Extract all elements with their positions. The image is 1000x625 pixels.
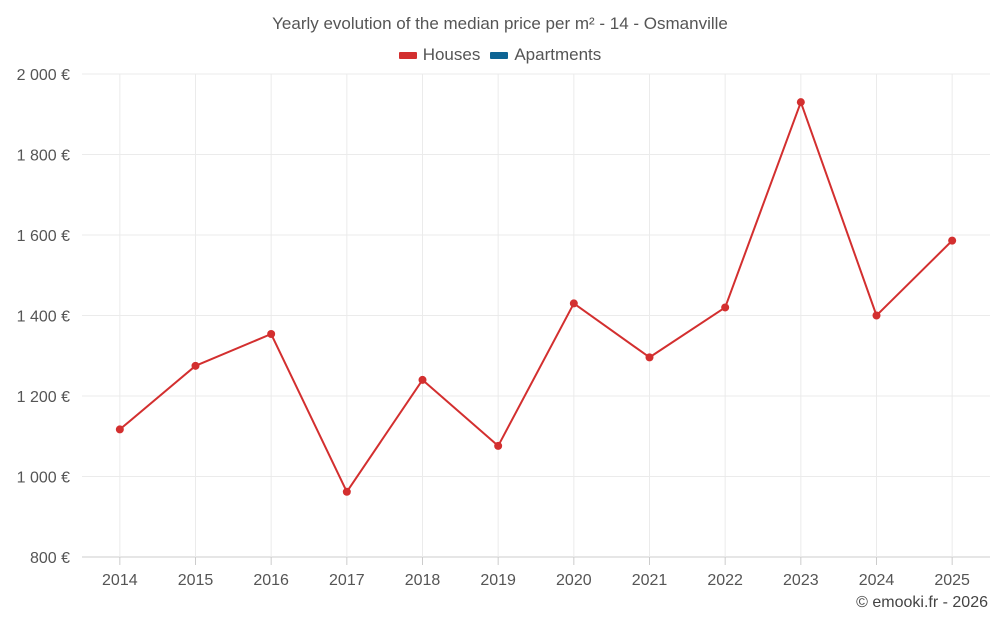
credit-text: © emooki.fr - 2026	[856, 594, 988, 611]
legend: Houses Apartments	[0, 45, 1000, 65]
x-tick-label: 2019	[480, 572, 516, 589]
x-tick-label: 2014	[102, 572, 138, 589]
legend-item-apartments[interactable]: Apartments	[490, 45, 601, 65]
legend-label-apartments: Apartments	[514, 45, 602, 64]
data-point	[191, 361, 200, 370]
x-tick-label: 2022	[707, 572, 743, 589]
legend-item-houses[interactable]: Houses	[398, 45, 481, 65]
data-point	[494, 441, 503, 450]
x-tick-label: 2016	[253, 572, 289, 589]
y-tick-label: 2 000 €	[17, 67, 70, 84]
x-tick-label: 2015	[178, 572, 214, 589]
y-tick-label: 1 600 €	[17, 228, 70, 245]
legend-label-houses: Houses	[422, 45, 481, 64]
x-tick-label: 2020	[556, 572, 592, 589]
x-tick-label: 2021	[632, 572, 668, 589]
y-tick-label: 1 400 €	[17, 309, 70, 326]
data-point	[872, 311, 881, 320]
data-point	[115, 425, 124, 434]
legend-swatch-houses	[398, 51, 417, 59]
y-tick-label: 1 200 €	[17, 389, 70, 406]
legend-swatch-apartments	[490, 51, 509, 59]
data-point	[948, 236, 957, 245]
y-tick-label: 800 €	[30, 550, 70, 567]
x-tick-label: 2017	[329, 572, 365, 589]
data-point	[418, 375, 427, 384]
chart-title: Yearly evolution of the median price per…	[272, 14, 728, 33]
data-point	[645, 353, 654, 362]
x-tick-label: 2025	[934, 572, 970, 589]
data-point	[267, 330, 276, 339]
y-tick-label: 1 800 €	[17, 148, 70, 165]
data-point	[721, 303, 730, 312]
x-tick-label: 2018	[405, 572, 441, 589]
series-line-houses	[119, 101, 953, 493]
data-point	[569, 299, 578, 308]
x-tick-label: 2023	[783, 572, 819, 589]
x-tick-label: 2024	[859, 572, 895, 589]
data-point	[342, 487, 351, 496]
y-tick-label: 1 000 €	[17, 470, 70, 487]
data-point	[796, 98, 805, 107]
